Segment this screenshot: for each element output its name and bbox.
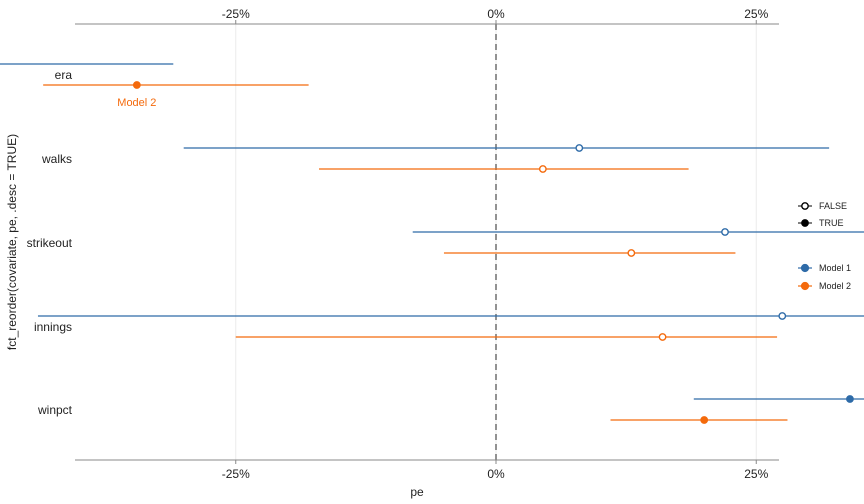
point-estimate [721,228,729,236]
legend-label: Model 1 [819,263,851,273]
legend-label: TRUE [819,218,844,228]
y-category-label: strikeout [27,236,73,250]
x-axis-bottom-ticks: -75%-50%-25%0%25%50% [222,460,769,481]
interval-marks [0,63,864,424]
x-axis-top-ticks: -75%-50%-25%0%25%50% [222,7,769,24]
point-estimate [778,312,787,320]
point-estimate [538,165,547,173]
x-tick-label-bottom: 25% [744,467,768,481]
point-estimate [658,333,667,341]
y-axis-category-labels: era walks strikeout innings winpct [27,68,73,417]
gridlines [235,24,757,460]
point-estimate [575,144,584,152]
legend-key-marker [801,202,809,210]
y-category-label: walks [41,152,72,166]
x-tick-label-bottom: 0% [487,467,505,481]
legend-label: FALSE [819,201,847,211]
legend-significance: FALSE TRUE [798,201,847,228]
y-axis-title: fct_reorder(covariate, pe, .desc = TRUE) [5,134,19,350]
x-tick-label-top: -25% [222,7,250,21]
legend-key-marker [800,281,810,291]
x-tick-label-top: 0% [487,7,505,21]
y-category-label: era [55,68,73,82]
point-estimate [627,249,636,257]
y-category-label: innings [34,320,72,334]
x-tick-label-bottom: -25% [222,467,250,481]
point-estimate [132,81,141,89]
x-tick-label-top: 25% [744,7,768,21]
x-axis-title: pe [410,485,424,499]
y-category-label: winpct [37,403,73,417]
legend-key-marker [800,263,810,273]
point-estimate [846,395,854,403]
legend-model: Model 1 Model 2 [798,263,851,291]
legend-label: Model 2 [819,281,851,291]
series-annotation: Model 2 [117,97,156,109]
point-estimate [700,416,709,424]
legend-key-marker [801,219,809,227]
